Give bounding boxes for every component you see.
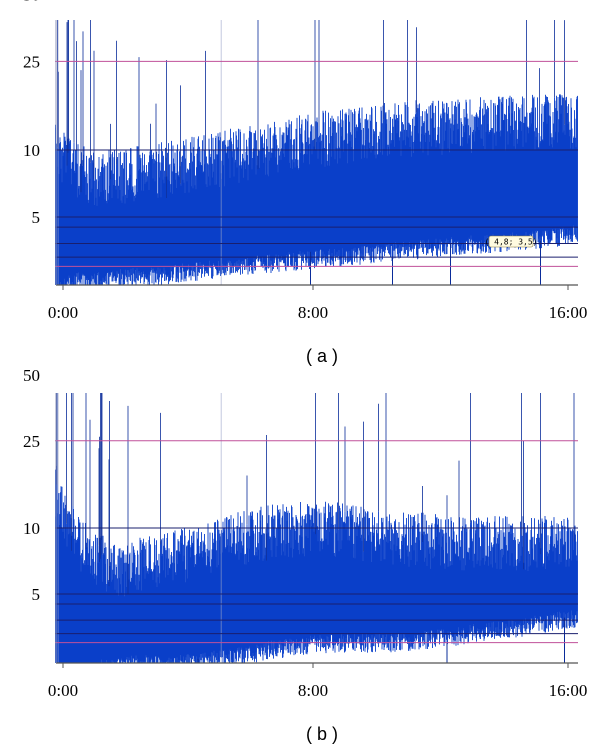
y-tick-label: 10 [23,141,40,160]
signal-spikes [56,393,575,594]
plot-area [55,20,578,285]
y-tick-label: 5 [32,208,41,227]
x-tick-label: 0:00 [48,303,78,322]
y-tick-label: 25 [23,52,40,71]
y-tick-label: 25 [23,432,40,451]
chart-panel-a: 5 10 25 50 0:00 8:00 16:00 ( 4,8; 3,5) ( a ) [23,0,587,366]
value-tooltip: ( 4,8; 3,5) [485,235,538,248]
x-tick-label: 8:00 [298,303,328,322]
y-tick-label: 50 [23,0,40,4]
signal-dips [310,240,541,285]
panel-caption: ( a ) [306,346,338,366]
chart-panel-b: 5 10 25 50 0:00 8:00 16:00 ( b ) [23,366,588,744]
signal-trace [55,94,578,285]
y-tick-label: 10 [23,519,40,538]
y-tick-label: 5 [32,585,41,604]
x-tick-label: 8:00 [298,681,328,700]
x-tick-label: 16:00 [549,303,588,322]
panel-caption: ( b ) [306,724,338,744]
tooltip-text: ( 4,8; 3,5) [485,238,538,247]
signal-spikes [57,20,565,198]
x-tick-label: 0:00 [48,681,78,700]
signal-trace [55,465,578,663]
y-tick-label: 50 [23,366,40,385]
tooltip-box [488,235,534,248]
plot-area [55,393,578,663]
x-tick-label: 16:00 [549,681,588,700]
